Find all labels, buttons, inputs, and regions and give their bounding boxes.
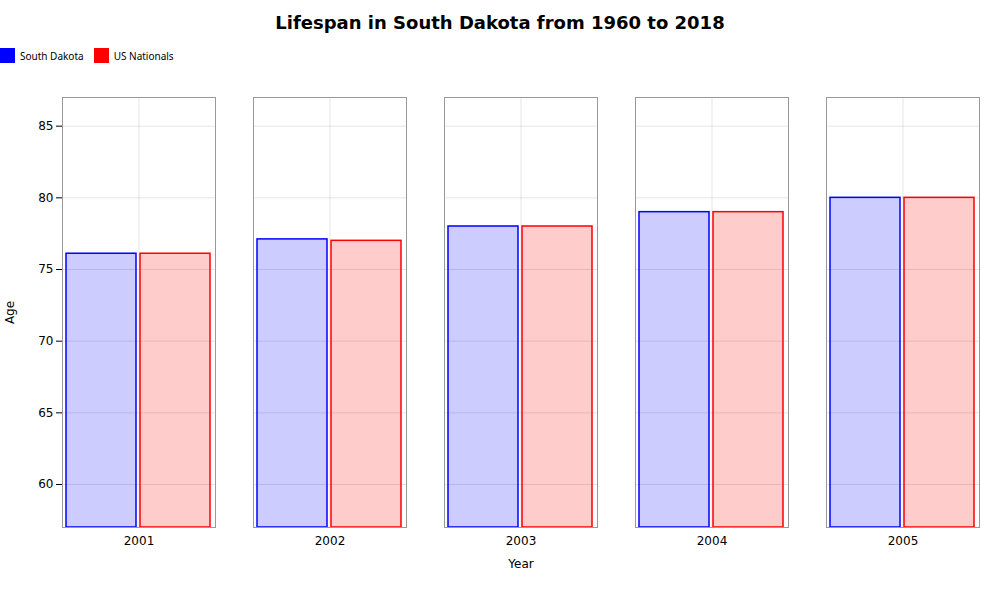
html-text:South Dakota: South Dakota [20,48,84,63]
svg-text:75: 75 [38,262,53,276]
svg-text:2003: 2003 [506,534,537,548]
svg-text:70: 70 [38,334,53,348]
svg-text:85: 85 [38,119,53,133]
svg-text:65: 65 [38,406,53,420]
svg-text:60: 60 [38,477,53,491]
svg-text:2004: 2004 [697,534,728,548]
html-text:US Nationals: US Nationals [113,48,174,63]
svg-text:2001: 2001 [124,534,155,548]
svg-text:Age: Age [3,301,17,324]
svg-text:Year: Year [507,557,533,571]
svg-text:2005: 2005 [888,534,919,548]
svg-text:80: 80 [38,191,53,205]
html-text:Lifespan in South Dakota from: Lifespan in South Dakota from 1960 to 20… [275,12,725,33]
svg-text:2002: 2002 [315,534,346,548]
